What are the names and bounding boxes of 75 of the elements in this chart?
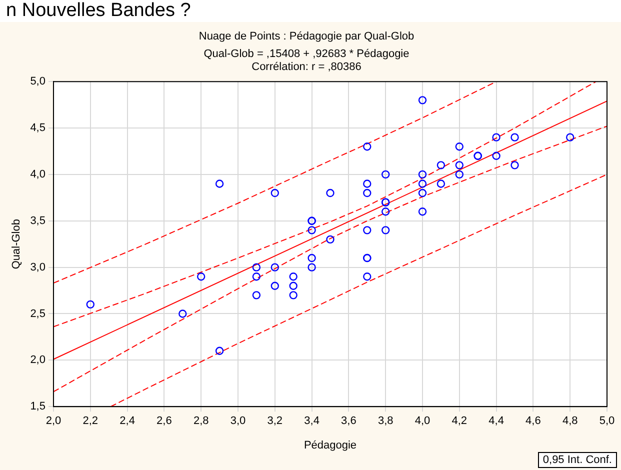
line-series	[110, 174, 607, 407]
point	[270, 263, 279, 272]
point	[326, 188, 334, 198]
x-tick-label: 2,0	[46, 415, 62, 428]
point	[381, 170, 390, 179]
x-tick-label: 3,0	[230, 415, 246, 428]
y-tick-label: 2,0	[30, 354, 46, 366]
point	[178, 310, 187, 318]
point	[418, 180, 427, 188]
x-tick-label: 4,2	[452, 415, 468, 428]
x-tick-label: 4,8	[562, 415, 578, 428]
point	[418, 208, 427, 216]
point	[86, 300, 94, 309]
x-tick-label: 2,2	[82, 415, 98, 428]
x-tick-label: 4,4	[488, 415, 504, 428]
point	[381, 208, 390, 216]
point	[289, 272, 298, 281]
x-tick-label: 3,6	[341, 415, 356, 428]
x-tick-label: 2,6	[156, 415, 172, 428]
y-tick-label: 4,0	[30, 168, 46, 180]
point	[252, 291, 261, 300]
point	[252, 272, 261, 281]
x-tick-label: 3,4	[304, 415, 320, 428]
point	[326, 235, 334, 244]
chart-subtitle: Qual-Glob = ,15408 + ,92683 * Pédagogie	[204, 48, 410, 60]
point	[363, 226, 372, 234]
text: Corrélation: r = ,80386	[252, 61, 362, 74]
point	[270, 188, 279, 198]
x-tick-label: 5,0	[599, 415, 615, 428]
point	[196, 272, 206, 281]
point	[289, 282, 298, 290]
text: n Nouvelles Bandes ?	[5, 0, 192, 22]
x-tick-label: 3,2	[267, 415, 283, 428]
point	[215, 180, 224, 188]
point	[381, 226, 390, 234]
x-tick-label: 4,0	[414, 415, 430, 428]
point	[436, 161, 446, 170]
point	[455, 142, 464, 151]
point	[308, 263, 316, 272]
point	[215, 346, 224, 355]
y-tick-label: 3,0	[30, 261, 46, 274]
x-tick-label: 2,8	[193, 415, 209, 428]
point	[418, 188, 427, 198]
point	[270, 282, 279, 290]
point	[510, 161, 519, 170]
point	[455, 170, 464, 179]
point	[492, 152, 500, 160]
point	[289, 291, 298, 300]
point	[566, 133, 574, 142]
point	[363, 188, 372, 198]
y-tick-label: 5,0	[30, 76, 46, 88]
text: 0,95 Int. Conf.	[538, 452, 617, 468]
y-tick-label: 4,5	[30, 122, 46, 134]
point	[308, 254, 316, 262]
point	[510, 133, 519, 142]
y-tick-label: 3,5	[30, 214, 46, 227]
point	[418, 96, 427, 104]
x-tick-label: 4,6	[526, 415, 541, 428]
point	[436, 180, 446, 188]
point	[363, 180, 372, 188]
x-tick-label: 2,4	[120, 415, 135, 428]
point	[308, 226, 316, 234]
x-axis-title: Pédagogie	[304, 439, 357, 452]
point	[455, 161, 464, 170]
point	[492, 133, 500, 142]
y-tick-label: 1,5	[30, 400, 46, 413]
x-tick-label: 3,8	[378, 415, 394, 428]
point	[363, 272, 372, 281]
point	[252, 263, 261, 272]
point	[418, 170, 427, 179]
y-axis-title: Qual-Glob	[10, 219, 23, 270]
line-series	[53, 82, 596, 328]
y-tick-label: 2,5	[30, 308, 46, 320]
chart-title: Nuage de Points : Pédagogie par Qual-Glob	[198, 30, 414, 43]
point	[363, 142, 372, 151]
